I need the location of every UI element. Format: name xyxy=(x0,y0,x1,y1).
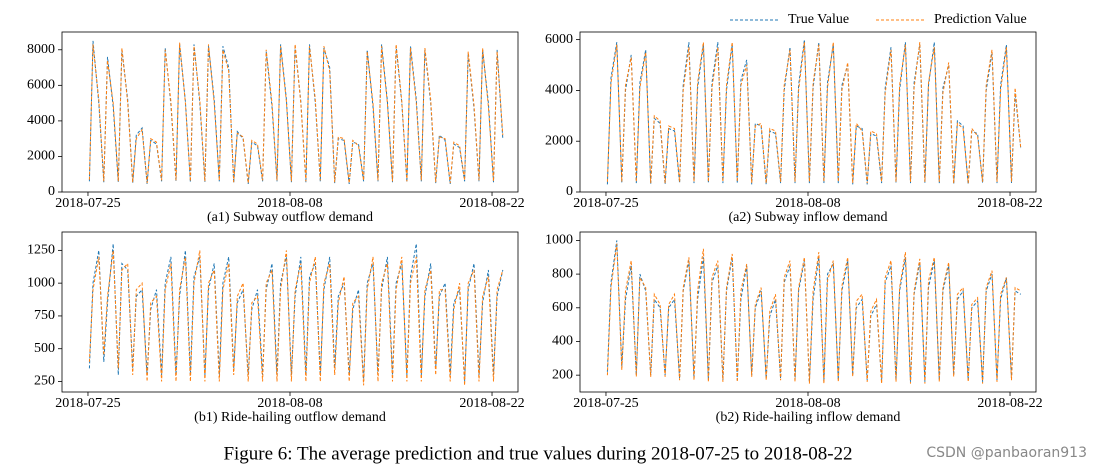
legend-label: Prediction Value xyxy=(934,12,1027,27)
y-tick-label: 800 xyxy=(552,266,573,281)
plot-frame xyxy=(61,31,519,193)
legend-label: True Value xyxy=(788,12,849,27)
x-tick-label: 2018-07-25 xyxy=(55,396,120,411)
y-tick-label: 2000 xyxy=(545,133,573,148)
x-tick-label: 2018-08-08 xyxy=(775,196,840,211)
x-tick-label: 2018-08-08 xyxy=(775,396,840,411)
x-tick-label: 2018-08-08 xyxy=(257,396,322,411)
y-tick-label: 250 xyxy=(34,374,55,389)
x-tick-label: 2018-08-22 xyxy=(459,196,524,211)
y-tick-label: 0 xyxy=(48,184,55,199)
x-tick-label: 2018-08-22 xyxy=(977,396,1042,411)
y-tick-label: 1250 xyxy=(27,243,55,258)
series-line xyxy=(606,39,1022,185)
y-tick-label: 6000 xyxy=(545,32,573,47)
series-line xyxy=(606,240,1022,382)
series-line xyxy=(606,243,1022,384)
series-line xyxy=(88,42,504,184)
y-tick-label: 750 xyxy=(34,308,55,323)
y-tick-label: 4000 xyxy=(545,83,573,98)
x-tick-label: 2018-07-25 xyxy=(573,196,638,211)
x-tick-label: 2018-07-25 xyxy=(573,396,638,411)
y-tick-label: 400 xyxy=(552,334,573,349)
y-tick-label: 0 xyxy=(566,184,573,199)
series-line xyxy=(88,243,504,382)
figure-caption: Figure 6: The average prediction and tru… xyxy=(223,443,852,464)
y-tick-label: 1000 xyxy=(545,233,573,248)
series-line xyxy=(88,40,504,185)
y-tick-label: 8000 xyxy=(27,42,55,57)
series-line xyxy=(88,250,504,386)
panel-caption: (b2) Ride-hailing inflow demand xyxy=(716,410,901,425)
y-tick-label: 600 xyxy=(552,300,573,315)
y-tick-label: 4000 xyxy=(27,113,55,128)
y-tick-label: 500 xyxy=(34,341,55,356)
panel-caption: (a1) Subway outflow demand xyxy=(207,210,373,225)
x-tick-label: 2018-08-08 xyxy=(257,196,322,211)
y-tick-label: 6000 xyxy=(27,78,55,93)
x-tick-label: 2018-07-25 xyxy=(55,196,120,211)
panel-caption: (b1) Ride-hailing outflow demand xyxy=(194,410,386,425)
y-tick-label: 200 xyxy=(552,367,573,382)
panel-caption: (a2) Subway inflow demand xyxy=(728,210,887,225)
y-tick-label: 1000 xyxy=(27,275,55,290)
x-tick-label: 2018-08-22 xyxy=(459,396,524,411)
y-tick-label: 2000 xyxy=(27,149,55,164)
plot-frame xyxy=(61,231,519,393)
series-line xyxy=(606,42,1022,184)
watermark: CSDN @panbaoran913 xyxy=(926,445,1087,461)
x-tick-label: 2018-08-22 xyxy=(977,196,1042,211)
